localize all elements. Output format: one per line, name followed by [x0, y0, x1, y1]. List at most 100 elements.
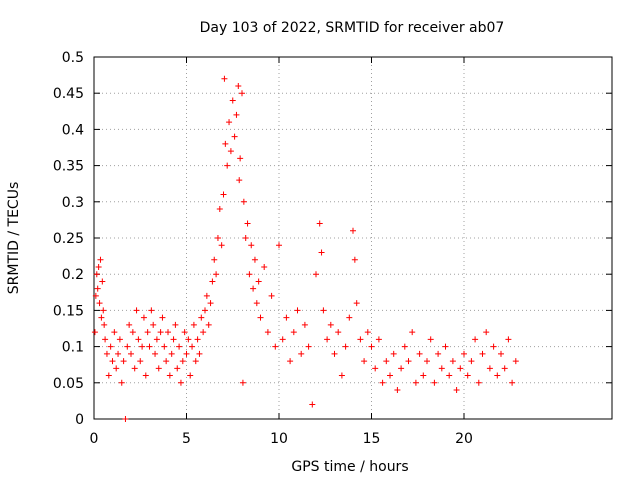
- data-point: [142, 372, 149, 379]
- data-point: [251, 256, 258, 263]
- data-point: [98, 314, 105, 321]
- data-point: [351, 256, 358, 263]
- data-point: [174, 365, 181, 372]
- data-point: [461, 350, 467, 357]
- data-point: [272, 343, 279, 350]
- data-point: [431, 379, 438, 386]
- data-point: [435, 350, 442, 357]
- data-point: [131, 365, 138, 372]
- data-point: [163, 358, 170, 365]
- data-point: [161, 343, 168, 350]
- data-point: [301, 321, 308, 328]
- data-point: [198, 314, 205, 321]
- data-point: [405, 358, 412, 365]
- data-point: [239, 379, 246, 386]
- data-point: [101, 321, 108, 328]
- data-point: [111, 329, 118, 336]
- data-point: [279, 336, 286, 343]
- data-point: [498, 350, 504, 357]
- data-point: [253, 300, 260, 307]
- y-tick-label: 0.35: [53, 159, 84, 175]
- data-point: [202, 307, 208, 314]
- y-tick-label: 0.45: [53, 86, 84, 102]
- data-point: [94, 285, 101, 292]
- data-point: [185, 336, 192, 343]
- data-point: [128, 350, 134, 357]
- data-point: [361, 358, 368, 365]
- y-tick-label: 0.3: [62, 195, 84, 211]
- data-point: [170, 336, 177, 343]
- data-point: [97, 256, 104, 263]
- data-point: [168, 350, 175, 357]
- data-point: [309, 401, 316, 408]
- data-point: [320, 307, 327, 314]
- y-tick-label: 0: [75, 412, 84, 428]
- data-point: [244, 220, 251, 227]
- data-point: [224, 162, 231, 169]
- data-point: [218, 242, 225, 249]
- data-point: [176, 343, 183, 350]
- data-point: [335, 329, 342, 336]
- data-point: [501, 365, 508, 372]
- data-point: [196, 350, 203, 357]
- data-point: [512, 358, 519, 365]
- data-point: [427, 336, 434, 343]
- data-point: [146, 343, 153, 350]
- data-point: [116, 336, 123, 343]
- y-tick-label: 0.4: [62, 122, 84, 138]
- data-point: [190, 321, 197, 328]
- data-point: [353, 300, 360, 307]
- data-point: [221, 75, 228, 82]
- data-point: [100, 307, 107, 314]
- y-tick-label: 0.1: [62, 340, 84, 356]
- x-tick-label: 5: [182, 431, 191, 447]
- data-point: [483, 329, 490, 336]
- data-point: [179, 358, 186, 365]
- data-point: [148, 307, 155, 314]
- data-point: [140, 314, 147, 321]
- data-point: [424, 358, 430, 365]
- data-point: [189, 343, 196, 350]
- data-point: [107, 343, 114, 350]
- data-point: [464, 372, 471, 379]
- data-point: [505, 336, 512, 343]
- data-point: [152, 350, 159, 357]
- y-tick-label: 0.2: [62, 267, 84, 283]
- data-point: [139, 343, 146, 350]
- data-point: [239, 90, 245, 97]
- data-point: [91, 329, 98, 336]
- data-point: [144, 329, 151, 336]
- data-point: [324, 336, 331, 343]
- chart-title: Day 103 of 2022, SRMTID for receiver ab0…: [200, 20, 505, 36]
- data-point: [390, 350, 397, 357]
- data-point: [394, 387, 401, 394]
- data-point: [205, 321, 212, 328]
- data-point: [468, 358, 475, 365]
- data-point: [346, 314, 353, 321]
- data-point: [203, 292, 210, 299]
- data-point: [446, 372, 453, 379]
- data-point: [246, 271, 253, 278]
- data-point: [379, 379, 386, 386]
- data-point: [472, 336, 479, 343]
- data-point: [237, 155, 244, 162]
- data-point: [268, 292, 275, 299]
- data-point: [283, 314, 290, 321]
- data-point: [166, 372, 173, 379]
- data-point: [115, 350, 122, 357]
- data-point: [457, 365, 464, 372]
- data-point: [287, 358, 294, 365]
- data-point: [229, 97, 236, 104]
- data-point: [150, 321, 157, 328]
- data-point: [92, 292, 99, 299]
- data-point: [327, 321, 334, 328]
- x-tick-label: 20: [455, 431, 473, 447]
- data-point: [213, 271, 220, 278]
- data-point: [364, 329, 371, 336]
- data-point: [401, 343, 408, 350]
- x-tick-label: 10: [270, 431, 288, 447]
- data-point: [257, 314, 264, 321]
- data-point: [357, 336, 364, 343]
- data-point: [129, 329, 136, 336]
- data-point: [490, 343, 497, 350]
